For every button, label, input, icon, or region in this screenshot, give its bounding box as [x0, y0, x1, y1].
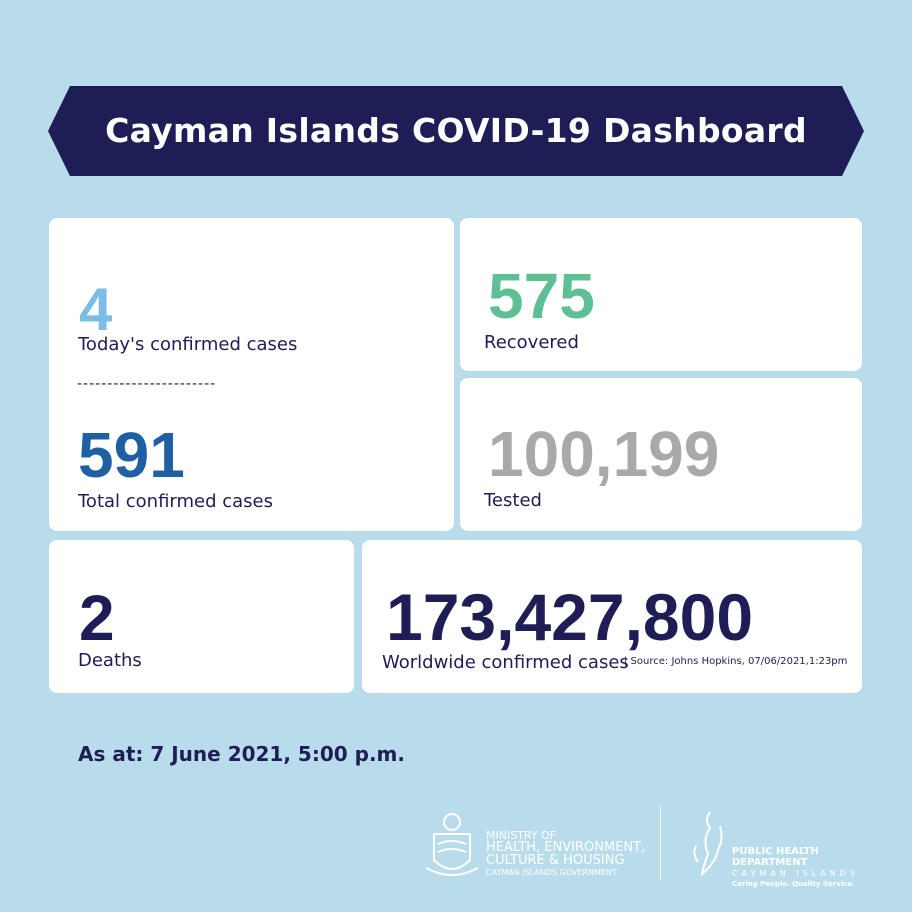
phd-line: PUBLIC HEALTH DEPARTMENT: [732, 846, 819, 868]
footer-divider: [660, 806, 661, 880]
footer-logos: MINISTRY OF HEALTH, ENVIRONMENT, CULTURE…: [420, 800, 880, 890]
as-at-date: As at: 7 June 2021, 5:00 p.m.: [78, 742, 405, 766]
recovered-label: Recovered: [484, 332, 579, 353]
recovered-value: 575: [488, 260, 595, 332]
coat-of-arms-icon: [425, 813, 479, 876]
recovered-card: 575 Recovered: [460, 218, 862, 371]
phd-line: Caring People. Quality Service.: [732, 880, 855, 888]
banner-shape: [48, 86, 864, 176]
today-cases-label: Today's confirmed cases: [78, 334, 298, 355]
worldwide-label: Worldwide confirmed cases: [382, 652, 629, 673]
title-banner: Cayman Islands COVID-19 Dashboard: [48, 86, 864, 176]
phd-logo-icon: [693, 811, 723, 876]
worldwide-card: 173,427,800 Worldwide confirmed cases | …: [362, 540, 862, 693]
tested-card: 100,199 Tested: [460, 378, 862, 531]
deaths-value: 2: [79, 582, 115, 654]
worldwide-value: 173,427,800: [386, 580, 754, 654]
deaths-card: 2 Deaths: [49, 540, 354, 693]
ministry-line: CAYMAN ISLANDS GOVERNMENT: [486, 868, 617, 877]
phd-line: CAYMAN ISLANDS: [732, 869, 859, 878]
ministry-line: CULTURE & HOUSING: [486, 853, 625, 868]
divider: -----------------------: [77, 376, 217, 392]
deaths-label: Deaths: [78, 650, 142, 671]
cases-card: 4 Today's confirmed cases --------------…: [49, 218, 454, 531]
today-cases-value: 4: [79, 276, 113, 343]
phd-logo-text: PUBLIC HEALTH DEPARTMENT CAYMAN ISLANDS …: [732, 846, 880, 890]
total-cases-value: 591: [78, 419, 185, 491]
page-title: Cayman Islands COVID-19 Dashboard: [105, 111, 807, 150]
ministry-line: HEALTH, ENVIRONMENT,: [486, 840, 646, 855]
total-cases-label: Total confirmed cases: [78, 491, 274, 512]
ministry-line: MINISTRY OF: [486, 829, 557, 842]
tested-value: 100,199: [488, 418, 720, 490]
ministry-logo-text: MINISTRY OF HEALTH, ENVIRONMENT, CULTURE…: [486, 830, 645, 878]
tested-label: Tested: [484, 490, 542, 511]
source-note: | Source: Johns Hopkins, 07/06/2021,1:23…: [624, 656, 848, 667]
